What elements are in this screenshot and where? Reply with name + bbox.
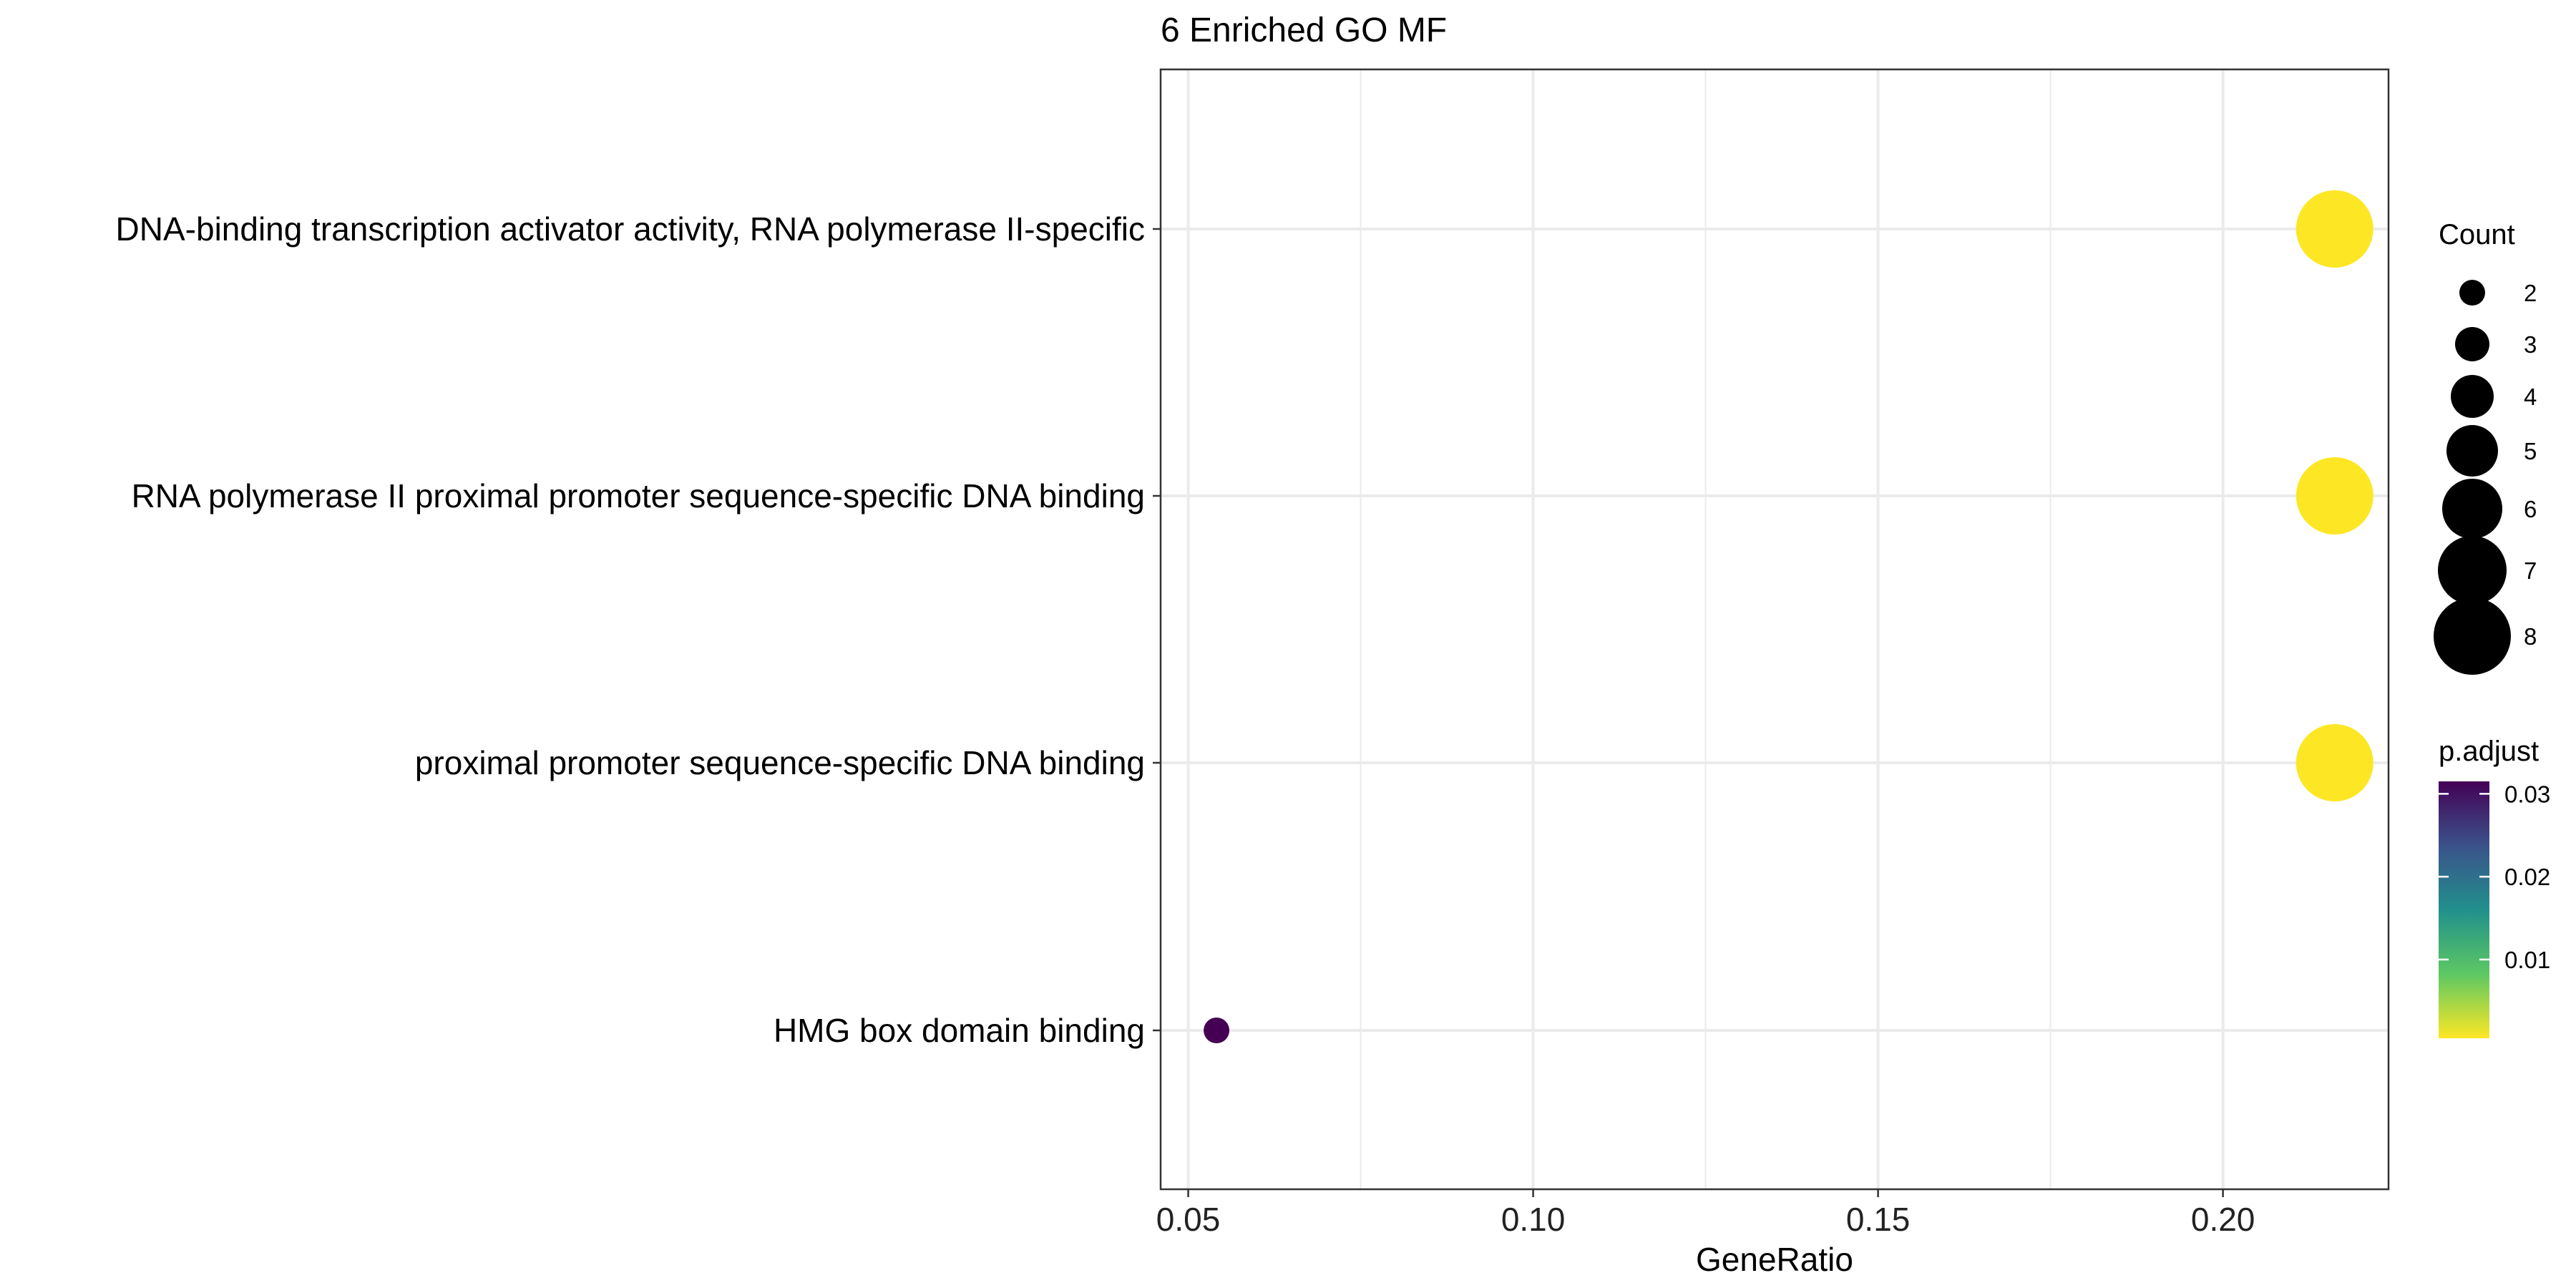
x-tick-label: 0.15 xyxy=(1846,1201,1911,1238)
x-tick-label: 0.05 xyxy=(1156,1201,1221,1238)
count-legend-key xyxy=(2434,597,2511,675)
count-legend-label: 6 xyxy=(2524,496,2537,522)
count-legend: 2 3 4 5 6 7 8 xyxy=(2434,280,2537,675)
count-legend-key xyxy=(2442,479,2502,539)
count-legend-title: Count xyxy=(2439,219,2515,250)
count-legend-key xyxy=(2451,375,2494,418)
colorbar-tick-label: 0.01 xyxy=(2504,947,2550,973)
y-tick-label: RNA polymerase II proximal promoter sequ… xyxy=(132,477,1145,514)
y-tick-label: proximal promoter sequence-specific DNA … xyxy=(415,744,1145,781)
count-legend-key xyxy=(2459,280,2485,306)
data-points xyxy=(1204,190,2373,1043)
count-legend-label: 2 xyxy=(2524,280,2537,306)
x-tick-label: 0.20 xyxy=(2191,1201,2255,1238)
y-axis: DNA-binding transcription activator acti… xyxy=(116,210,1161,1049)
data-point xyxy=(2296,457,2373,535)
data-point xyxy=(2296,724,2373,801)
count-legend-label: 4 xyxy=(2524,384,2537,410)
x-axis: 0.05 0.10 0.15 0.20 xyxy=(1156,1189,2255,1238)
x-axis-label: GeneRatio xyxy=(1696,1241,1853,1278)
colorbar-tick-label: 0.02 xyxy=(2504,864,2550,890)
y-tick-label: HMG box domain binding xyxy=(774,1012,1145,1049)
count-legend-label: 8 xyxy=(2524,623,2537,650)
plot-panel-border xyxy=(1159,68,2390,1191)
y-tick-label: DNA-binding transcription activator acti… xyxy=(116,210,1145,248)
count-legend-label: 3 xyxy=(2524,331,2537,358)
chart-title: 6 Enriched GO MF xyxy=(1161,11,1447,49)
grid-lines xyxy=(1161,69,2389,1189)
count-legend-key xyxy=(2446,425,2498,477)
data-point xyxy=(1204,1018,1230,1043)
x-tick-label: 0.10 xyxy=(1501,1201,1566,1238)
count-legend-label: 5 xyxy=(2524,438,2537,464)
data-point xyxy=(2296,190,2373,268)
count-legend-key xyxy=(2455,327,2489,361)
colorbar-tick-label: 0.03 xyxy=(2504,781,2550,807)
p-adjust-colorbar xyxy=(2439,781,2489,1038)
count-legend-key xyxy=(2438,536,2507,605)
p-adjust-legend-title: p.adjust xyxy=(2439,736,2539,767)
count-legend-label: 7 xyxy=(2524,557,2537,584)
p-adjust-legend-ticks: 0.01 0.02 0.03 xyxy=(2439,781,2550,973)
